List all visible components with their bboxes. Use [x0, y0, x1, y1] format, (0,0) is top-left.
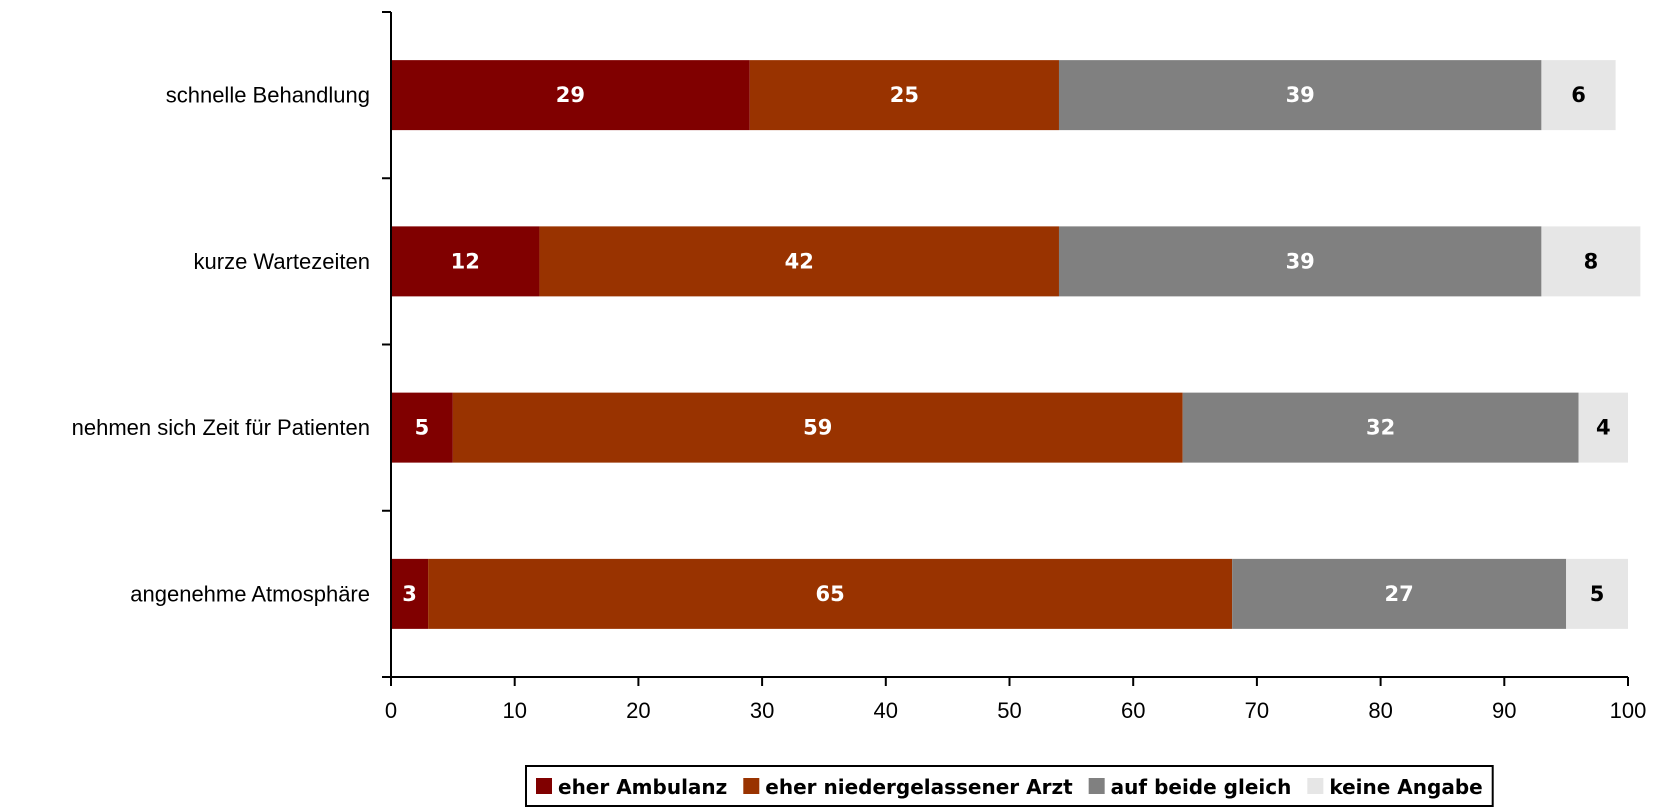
value-label-eher-ambulanz-1: 29: [556, 83, 585, 107]
bar-eher-ambulanz-3: [391, 392, 453, 463]
legend-label-auf-beide-gleich: auf beide gleich: [1111, 775, 1292, 799]
legend-label-keine-angabe: keine Angabe: [1329, 775, 1482, 799]
category-label-1: schnelle Behandlung: [166, 83, 370, 108]
x-tick-label-30: 30: [750, 698, 774, 723]
x-tick-label-20: 20: [626, 698, 650, 723]
value-label-eher-ambulanz-4: 3: [402, 582, 417, 606]
x-tick-label-60: 60: [1121, 698, 1145, 723]
x-tick-label-100: 100: [1610, 698, 1647, 723]
legend-swatch-eher-ambulanz: [536, 778, 552, 794]
bar-eher-ambulanz-4: [391, 558, 429, 629]
bar-keine-angabe-4: [1566, 558, 1628, 629]
value-label-auf-beide-gleich-2: 39: [1286, 249, 1315, 273]
value-label-eher-ambulanz-2: 12: [451, 249, 480, 273]
x-tick-label-40: 40: [874, 698, 898, 723]
bar-eher-ambulanz-1: [391, 60, 750, 131]
x-tick-label-70: 70: [1245, 698, 1269, 723]
x-tick-label-80: 80: [1368, 698, 1392, 723]
legend-label-eher-niedergelassener-arzt: eher niedergelassener Arzt: [765, 775, 1073, 799]
value-label-eher-ambulanz-3: 5: [415, 416, 430, 440]
bars-layer: [391, 60, 1641, 629]
bar-eher-niedergelassener-arzt-1: [749, 60, 1059, 131]
legend-swatch-eher-niedergelassener-arzt: [743, 778, 760, 794]
bar-auf-beide-gleich-2: [1058, 226, 1542, 297]
value-label-eher-niedergelassener-arzt-4: 65: [816, 582, 845, 606]
legend: eher Ambulanz eher niedergelassener Arzt a…: [525, 765, 1494, 807]
value-label-eher-niedergelassener-arzt-3: 59: [803, 416, 832, 440]
value-label-eher-niedergelassener-arzt-1: 25: [890, 83, 919, 107]
value-label-keine-angabe-3: 4: [1596, 416, 1611, 440]
axes-layer: 0 10 20 30 40 50 60 70 80 90 100: [382, 11, 1647, 723]
value-label-keine-angabe-2: 8: [1584, 249, 1599, 273]
bar-keine-angabe-2: [1541, 226, 1641, 297]
bar-auf-beide-gleich-3: [1182, 392, 1579, 463]
legend-swatch-auf-beide-gleich: [1088, 778, 1105, 794]
x-tick-label-10: 10: [502, 698, 526, 723]
bar-keine-angabe-1: [1541, 60, 1616, 131]
value-label-keine-angabe-1: 6: [1571, 83, 1586, 107]
value-label-auf-beide-gleich-4: 27: [1385, 582, 1414, 606]
value-label-auf-beide-gleich-1: 39: [1286, 83, 1315, 107]
x-tick-label-50: 50: [997, 698, 1021, 723]
bar-eher-niedergelassener-arzt-3: [452, 392, 1183, 463]
legend-swatch-keine-angabe: [1307, 778, 1324, 794]
bar-eher-ambulanz-2: [391, 226, 540, 297]
legend-label-eher-ambulanz: eher Ambulanz: [558, 775, 727, 799]
bar-keine-angabe-3: [1578, 392, 1628, 463]
value-label-auf-beide-gleich-3: 32: [1366, 416, 1395, 440]
category-label-3: nehmen sich Zeit für Patienten: [72, 415, 370, 440]
labels-layer: 29 25 39 6 schnelle Behandlung 12 42 39 8 kurze W…: [72, 83, 1611, 607]
bar-eher-niedergelassener-arzt-2: [539, 226, 1059, 297]
category-label-4: angenehme Atmosphäre: [130, 581, 370, 606]
value-label-eher-niedergelassener-arzt-2: 42: [785, 249, 814, 273]
bar-eher-niedergelassener-arzt-4: [428, 558, 1233, 629]
value-label-keine-angabe-4: 5: [1590, 582, 1605, 606]
bar-auf-beide-gleich-4: [1232, 558, 1567, 629]
x-tick-label-90: 90: [1492, 698, 1516, 723]
x-tick-label-0: 0: [385, 698, 397, 723]
legend-box: [525, 765, 1494, 807]
category-label-2: kurze Wartezeiten: [194, 249, 370, 274]
bar-auf-beide-gleich-1: [1058, 60, 1542, 131]
